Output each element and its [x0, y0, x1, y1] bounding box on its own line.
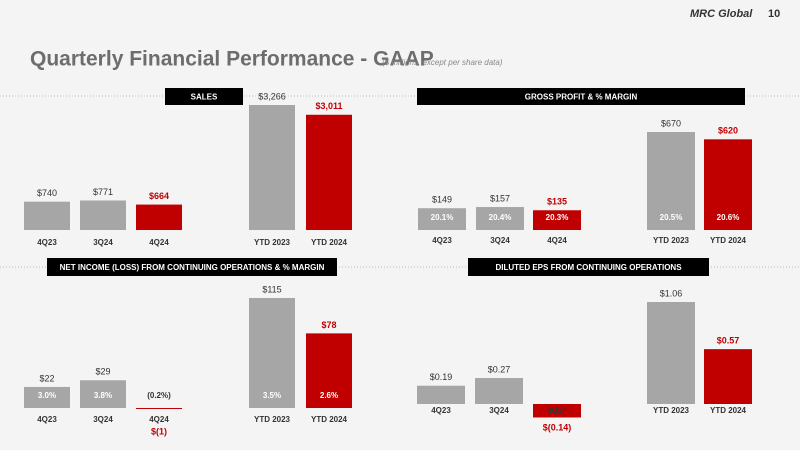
x-tick-label: 4Q23: [37, 238, 57, 247]
value-label: $0.27: [488, 364, 511, 374]
bar: [24, 201, 70, 230]
logo: MRC Global: [690, 8, 753, 20]
value-label: $3,266: [258, 91, 286, 101]
panel-title: NET INCOME (LOSS) FROM CONTINUING OPERAT…: [60, 263, 325, 272]
bar: [476, 207, 524, 230]
margin-label: 3.8%: [94, 391, 112, 400]
panel-title-bar: [468, 258, 709, 276]
bar: [306, 114, 352, 230]
bar: [418, 208, 466, 230]
bar: [24, 386, 70, 408]
margin-label: 20.1%: [431, 213, 454, 222]
x-tick-label: 3Q24: [490, 236, 510, 245]
bar: [136, 408, 182, 409]
value-label: $670: [661, 118, 681, 128]
bar: [417, 385, 465, 404]
value-label: $1.06: [660, 288, 683, 298]
value-label: $771: [93, 187, 113, 197]
panel-title-bar: [417, 88, 745, 105]
value-label: $29: [95, 367, 110, 377]
x-tick-label: 4Q24: [149, 238, 169, 247]
value-label: $0.19: [430, 372, 453, 382]
value-label: $0.57: [717, 336, 740, 346]
x-tick-label: 3Q24: [93, 415, 113, 424]
bar: [704, 139, 752, 230]
x-tick-label: YTD 2024: [311, 238, 348, 247]
bar: [306, 333, 352, 408]
bar: [80, 380, 126, 408]
bar: [475, 378, 523, 404]
x-tick-label: YTD 2024: [710, 236, 747, 245]
value-label: $157: [490, 193, 510, 203]
x-tick-label: YTD 2024: [311, 415, 348, 424]
panel-title: DILUTED EPS FROM CONTINUING OPERATIONS: [495, 263, 682, 272]
bar: [647, 302, 695, 404]
slide-subtitle: ($ millions, except per share data): [382, 58, 503, 67]
panel-title: SALES: [191, 93, 218, 102]
x-tick-label: 4Q24: [547, 406, 567, 415]
x-tick-label: YTD 2023: [653, 236, 690, 245]
value-label: $664: [149, 191, 169, 201]
panel-title-bar: [47, 258, 337, 276]
x-tick-label: 3Q24: [93, 238, 113, 247]
bar: [80, 200, 126, 230]
value-label: $135: [547, 197, 567, 207]
margin-label: (0.2%): [147, 391, 171, 400]
value-label: $149: [432, 195, 452, 205]
bar: [647, 132, 695, 230]
x-tick-label: YTD 2023: [254, 238, 291, 247]
margin-label: 20.4%: [489, 213, 512, 222]
x-tick-label: YTD 2023: [653, 406, 690, 415]
value-label: $(0.14): [543, 422, 572, 432]
margin-label: 3.5%: [263, 391, 281, 400]
value-label: $740: [37, 188, 57, 198]
value-label: $22: [39, 373, 54, 383]
value-label: $(1): [151, 426, 167, 436]
bar: [533, 210, 581, 230]
x-tick-label: 4Q23: [431, 406, 451, 415]
margin-label: 2.6%: [320, 391, 338, 400]
panel-title-bar: [165, 88, 243, 105]
slide-title: Quarterly Financial Performance - GAAP: [30, 48, 434, 71]
x-tick-label: 4Q24: [149, 415, 169, 424]
bar: [249, 298, 295, 408]
margin-label: 20.6%: [717, 213, 740, 222]
margin-label: 20.3%: [546, 213, 569, 222]
x-tick-label: YTD 2024: [710, 406, 747, 415]
panel-title: GROSS PROFIT & % MARGIN: [525, 93, 638, 102]
margin-label: 3.0%: [38, 391, 56, 400]
value-label: $620: [718, 126, 738, 136]
bar: [136, 204, 182, 230]
bar: [249, 105, 295, 230]
x-tick-label: 4Q23: [432, 236, 452, 245]
value-label: $115: [262, 284, 281, 294]
margin-label: 20.5%: [660, 213, 683, 222]
value-label: $3,011: [315, 101, 342, 111]
bar: [704, 349, 752, 404]
x-tick-label: 4Q24: [547, 236, 567, 245]
value-label: $78: [321, 320, 336, 330]
x-tick-label: 3Q24: [489, 406, 509, 415]
x-tick-label: YTD 2023: [254, 415, 291, 424]
page-number: 10: [768, 8, 780, 20]
x-tick-label: 4Q23: [37, 415, 57, 424]
bar: [533, 404, 581, 418]
